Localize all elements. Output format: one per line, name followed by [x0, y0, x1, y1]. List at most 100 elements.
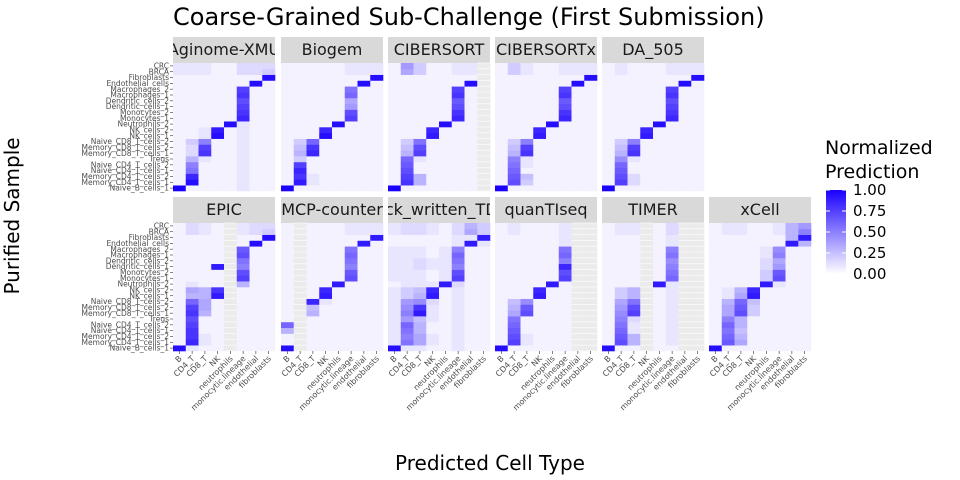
heatmap-cell — [477, 68, 491, 75]
facet-strip — [281, 197, 383, 223]
heatmap-cell — [262, 298, 276, 305]
heatmap-cell — [520, 167, 534, 174]
heatmap-cell — [439, 327, 453, 334]
heatmap-cell — [224, 97, 238, 105]
y-tick-label: Memory_CD4_T_cells_1 — [82, 338, 170, 347]
legend-tick-label: 0.50 — [853, 223, 886, 241]
heatmap-cell — [173, 246, 187, 253]
y-tick-label: Naive_CD4_T_cells_2 — [91, 160, 170, 169]
heatmap-cell — [306, 144, 320, 151]
heatmap-cell — [520, 138, 534, 145]
heatmap-cell — [614, 240, 628, 247]
heatmap-cell — [185, 179, 199, 186]
heatmap-cell — [665, 234, 679, 241]
heatmap-cell — [224, 327, 238, 334]
heatmap-cell — [236, 97, 250, 105]
heatmap-cell — [464, 127, 478, 134]
heatmap-cell — [520, 327, 534, 334]
heatmap-cell — [747, 252, 761, 259]
heatmap-cell — [495, 68, 509, 75]
heatmap-cell — [332, 138, 346, 145]
heatmap-cell — [640, 257, 654, 265]
heatmap-cell — [413, 115, 427, 122]
heatmap-cell — [293, 92, 307, 99]
heatmap-cell — [507, 86, 521, 93]
heatmap-cell — [306, 287, 320, 294]
heatmap-cell — [173, 223, 187, 230]
heatmap-cell — [344, 156, 358, 163]
y-tick-label: Naive_B_cells_1 — [110, 344, 170, 353]
heatmap-cell — [507, 252, 521, 259]
heatmap-cell — [332, 115, 346, 122]
heatmap-cell — [602, 132, 616, 139]
heatmap-cell — [464, 156, 478, 163]
heatmap-cell — [709, 298, 723, 305]
heatmap-cell — [520, 234, 534, 241]
heatmap-cell — [614, 150, 628, 157]
heatmap-cell — [185, 92, 199, 99]
heatmap-cell — [306, 74, 320, 81]
heatmap-cell — [691, 92, 705, 99]
heatmap-cell — [678, 228, 692, 235]
heatmap-cell — [584, 115, 598, 122]
heatmap-cell — [627, 287, 641, 294]
heatmap-cell — [319, 92, 333, 99]
heatmap-cell — [198, 345, 212, 352]
heatmap-cell — [211, 321, 225, 329]
heatmap-cell — [602, 156, 616, 163]
heatmap-cell — [185, 150, 199, 157]
y-tick-label: Naive_CD4_T_cells_1 — [91, 326, 170, 335]
heatmap-cell — [293, 275, 307, 282]
heatmap-cell — [721, 257, 735, 265]
heatmap-cell — [426, 345, 440, 352]
heatmap-cell — [249, 223, 263, 230]
heatmap-cell — [546, 63, 560, 70]
heatmap-cell — [584, 144, 598, 151]
heatmap-cell — [785, 252, 799, 259]
heatmap-cell — [533, 185, 547, 192]
heatmap-cell — [249, 109, 263, 116]
heatmap-cell — [413, 316, 427, 323]
heatmap-cell — [236, 161, 250, 169]
heatmap-cell — [319, 298, 333, 305]
heatmap-cell — [426, 138, 440, 145]
heatmap-cell — [571, 132, 585, 139]
heatmap-cell — [721, 345, 735, 352]
heatmap-cell — [426, 150, 440, 157]
heatmap-cell — [533, 144, 547, 151]
heatmap-cell — [332, 86, 346, 93]
heatmap-cell — [627, 173, 641, 180]
heatmap-cell — [344, 327, 358, 334]
heatmap-cell — [734, 333, 748, 340]
heatmap-cell — [507, 115, 521, 122]
heatmap-cell — [293, 257, 307, 265]
heatmap-cell — [691, 304, 705, 311]
heatmap-cell — [602, 234, 616, 241]
heatmap-cell — [400, 138, 414, 145]
heatmap-cell — [388, 327, 402, 334]
heatmap-cell — [370, 257, 384, 265]
heatmap-cell — [546, 80, 560, 87]
heatmap-cell — [627, 138, 641, 145]
heatmap-cell — [224, 223, 238, 230]
heatmap-cell — [520, 156, 534, 163]
heatmap-cell — [281, 80, 295, 87]
heatmap-cell — [293, 252, 307, 259]
heatmap-cell — [584, 68, 598, 75]
heatmap-cell — [653, 150, 667, 157]
heatmap-cell — [495, 310, 509, 317]
heatmap-cell — [507, 310, 521, 317]
heatmap-cell — [772, 287, 786, 294]
heatmap-cell — [533, 127, 547, 134]
heatmap-cell — [198, 92, 212, 99]
heatmap-cell — [198, 327, 212, 334]
heatmap-cell — [640, 240, 654, 247]
heatmap-cell — [558, 327, 572, 334]
heatmap-cell — [344, 281, 358, 288]
heatmap-cell — [262, 150, 276, 157]
heatmap-cell — [602, 228, 616, 235]
heatmap-cell — [319, 327, 333, 334]
heatmap-cell — [640, 223, 654, 230]
heatmap-cell — [185, 257, 199, 265]
heatmap-cell — [477, 185, 491, 192]
